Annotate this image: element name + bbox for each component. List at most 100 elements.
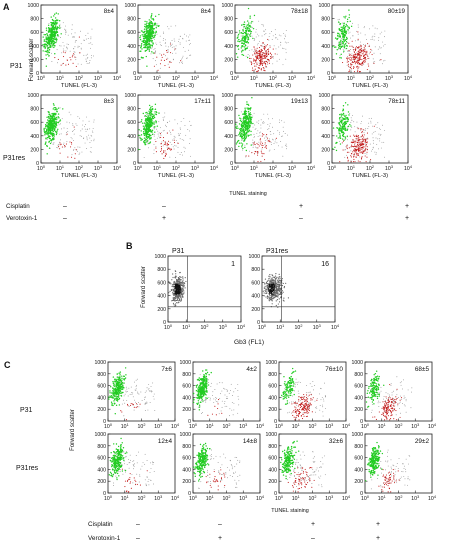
viable-event	[158, 13, 160, 16]
gb3-event	[279, 277, 281, 279]
apoptotic-event	[255, 58, 257, 60]
apoptotic-event	[260, 63, 262, 65]
x-tick-base: 10	[347, 76, 353, 82]
background-event	[357, 40, 359, 42]
apoptotic-event	[361, 130, 363, 133]
background-event	[173, 38, 175, 40]
background-event	[153, 38, 155, 40]
gb3-event	[269, 298, 271, 300]
background-event	[344, 149, 346, 151]
background-event	[281, 120, 283, 122]
apoptotic-event	[260, 56, 262, 58]
x-tick-label: 102	[75, 165, 83, 172]
apoptotic-event	[253, 142, 255, 144]
apoptotic-event	[259, 55, 261, 57]
viable-event	[153, 36, 156, 38]
background-event	[370, 39, 372, 40]
background-event	[263, 25, 264, 27]
viable-event	[49, 35, 52, 37]
viable-event	[54, 126, 56, 128]
gb3-event	[266, 297, 269, 299]
background-event	[361, 121, 362, 123]
background-event	[71, 28, 73, 30]
viable-event	[54, 109, 56, 111]
background-event	[157, 133, 159, 135]
apoptotic-event	[166, 132, 168, 134]
background-event	[253, 38, 255, 39]
background-event	[133, 409, 135, 411]
viable-event	[336, 135, 338, 137]
viable-event	[339, 57, 341, 59]
viable-event	[52, 108, 54, 110]
viable-event	[145, 135, 147, 138]
background-event	[360, 136, 362, 138]
viable-event	[45, 127, 47, 129]
background-event	[66, 43, 68, 45]
viable-event	[46, 153, 48, 155]
apoptotic-event	[257, 70, 259, 72]
background-event	[277, 38, 279, 40]
viable-event	[56, 110, 58, 113]
viable-event	[340, 53, 342, 56]
apoptotic-event	[348, 151, 350, 153]
x-tick-label: 101	[153, 165, 161, 172]
background-event	[267, 63, 269, 65]
viable-event	[150, 113, 152, 116]
gb3-event	[172, 302, 175, 304]
x-tick-exponent: 1	[256, 165, 258, 169]
apoptotic-event	[259, 64, 261, 66]
viable-event	[151, 22, 153, 24]
apoptotic-event	[357, 136, 359, 138]
background-event	[151, 391, 152, 393]
viable-event	[344, 124, 346, 126]
gb3-event	[279, 284, 281, 287]
apoptotic-event	[261, 62, 263, 65]
background-event	[252, 21, 254, 23]
percentage-annotation: 80±19	[388, 8, 406, 15]
viable-event	[242, 137, 244, 140]
apoptotic-event	[357, 38, 359, 40]
apoptotic-event	[366, 156, 368, 158]
background-event	[72, 36, 74, 38]
viable-event	[248, 115, 251, 118]
apoptotic-event	[355, 61, 357, 63]
background-event	[188, 36, 189, 38]
background-event	[349, 31, 351, 33]
viable-event	[145, 112, 147, 114]
gb3-event	[183, 284, 185, 286]
gb3-event	[267, 286, 270, 288]
viable-event	[251, 97, 253, 99]
viable-event	[245, 135, 247, 137]
apoptotic-event	[349, 69, 351, 71]
y-tick-label: 200	[30, 57, 39, 63]
x-tick-base: 10	[171, 424, 177, 430]
gb3-event	[179, 279, 181, 281]
apoptotic-event	[364, 59, 366, 61]
y-tick-label: 600	[97, 384, 106, 390]
viable-event	[139, 38, 142, 41]
background-event	[268, 118, 269, 120]
x-tick-exponent: 0	[334, 165, 336, 169]
background-event	[134, 389, 136, 391]
background-event	[90, 42, 92, 44]
apoptotic-event	[267, 137, 269, 139]
viable-event	[150, 131, 152, 133]
viable-event	[52, 27, 55, 29]
background-event	[72, 131, 73, 132]
viable-event	[42, 43, 44, 46]
background-event	[86, 57, 88, 59]
apoptotic-event	[361, 140, 364, 143]
apoptotic-event	[265, 145, 267, 147]
x-tick-exponent: 4	[410, 165, 412, 169]
apoptotic-event	[263, 61, 265, 63]
apoptotic-event	[359, 145, 361, 147]
x-axis-label: TUNEL (FL-3)	[352, 83, 388, 89]
apoptotic-event	[364, 61, 366, 63]
background-event	[177, 123, 179, 125]
apoptotic-event	[358, 46, 360, 48]
viable-event	[350, 125, 352, 127]
cell-population	[42, 12, 94, 67]
gb3-event	[274, 293, 276, 295]
gb3-event	[275, 292, 278, 294]
apoptotic-event	[160, 143, 162, 145]
